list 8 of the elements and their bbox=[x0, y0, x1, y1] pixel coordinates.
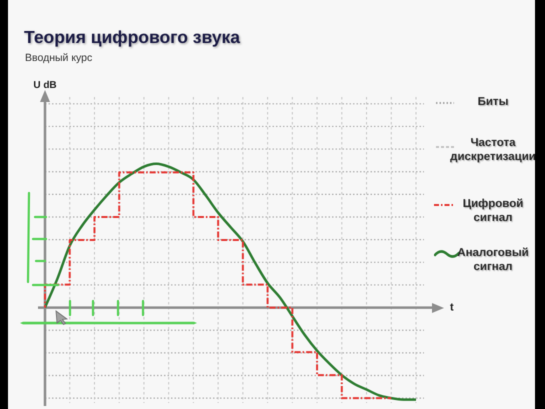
chart-title: Теория цифрового звука bbox=[24, 27, 240, 47]
text: Частота дискретизации bbox=[450, 137, 536, 164]
legend-label: Аналоговый сигнал bbox=[457, 247, 529, 274]
text: Биты bbox=[478, 96, 508, 110]
x-axis-title: t bbox=[450, 302, 454, 314]
legend-label: Цифровой сигнал bbox=[462, 198, 524, 225]
text: U dB bbox=[33, 80, 57, 91]
chart-subtitle: Вводный курс bbox=[25, 52, 92, 64]
